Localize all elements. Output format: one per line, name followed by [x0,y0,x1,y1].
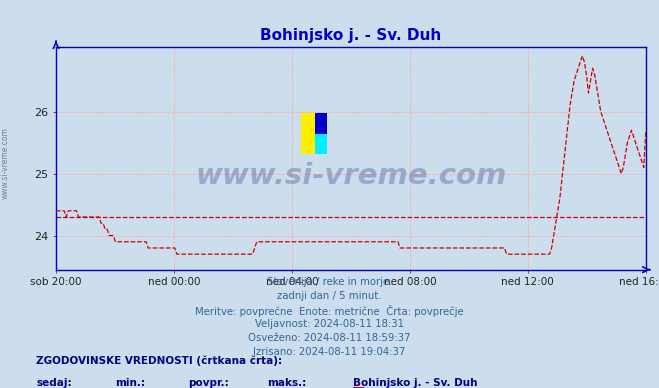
Text: Bohinjsko j. - Sv. Duh: Bohinjsko j. - Sv. Duh [353,378,477,388]
Text: zadnji dan / 5 minut.: zadnji dan / 5 minut. [277,291,382,301]
Text: ZGODOVINSKE VREDNOSTI (črtkana črta):: ZGODOVINSKE VREDNOSTI (črtkana črta): [36,355,282,365]
Text: Izrisano: 2024-08-11 19:04:37: Izrisano: 2024-08-11 19:04:37 [253,347,406,357]
Polygon shape [301,113,316,154]
Text: min.:: min.: [115,378,146,388]
Text: maks.:: maks.: [267,378,306,388]
Bar [316,114,328,133]
Text: sedaj:: sedaj: [36,378,72,388]
Text: www.si-vreme.com: www.si-vreme.com [195,162,507,190]
Text: Osveženo: 2024-08-11 18:59:37: Osveženo: 2024-08-11 18:59:37 [248,333,411,343]
Bar [301,114,316,154]
Bar [316,133,328,154]
Text: Veljavnost: 2024-08-11 18:31: Veljavnost: 2024-08-11 18:31 [255,319,404,329]
Text: Meritve: povprečne  Enote: metrične  Črta: povprečje: Meritve: povprečne Enote: metrične Črta:… [195,305,464,317]
Text: povpr.:: povpr.: [188,378,229,388]
Text: www.si-vreme.com: www.si-vreme.com [1,127,10,199]
Title: Bohinjsko j. - Sv. Duh: Bohinjsko j. - Sv. Duh [260,28,442,43]
Text: Slovenija / reke in morje.: Slovenija / reke in morje. [267,277,392,288]
